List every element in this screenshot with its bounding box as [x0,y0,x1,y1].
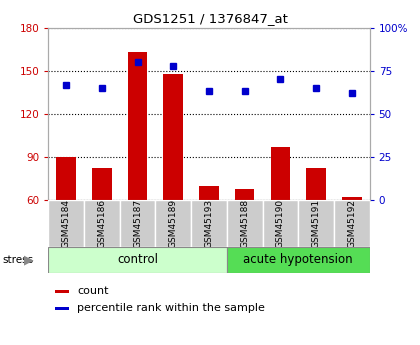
Bar [55,290,69,293]
Bar [199,186,219,200]
Bar [306,168,326,200]
Bar [342,197,362,200]
Bar [120,200,155,247]
Text: GSM45193: GSM45193 [205,199,213,248]
Text: ▶: ▶ [24,253,33,266]
Bar [128,52,147,200]
Text: GSM45191: GSM45191 [312,199,320,248]
Text: GDS1251 / 1376847_at: GDS1251 / 1376847_at [133,12,287,25]
Text: GSM45188: GSM45188 [240,199,249,248]
Bar [298,200,334,247]
Text: GSM45192: GSM45192 [347,199,356,248]
Bar [262,200,298,247]
Bar [227,247,370,273]
Text: GSM45190: GSM45190 [276,199,285,248]
Text: GSM45187: GSM45187 [133,199,142,248]
Bar [270,147,290,200]
Text: count: count [77,286,109,296]
Bar [334,200,370,247]
Text: stress: stress [2,255,33,265]
Bar [48,247,227,273]
Bar [191,200,227,247]
Bar [55,307,69,310]
Bar [56,157,76,200]
Text: percentile rank within the sample: percentile rank within the sample [77,303,265,313]
Text: GSM45186: GSM45186 [97,199,106,248]
Text: control: control [117,253,158,266]
Bar [235,189,255,200]
Bar [155,200,191,247]
Text: acute hypotension: acute hypotension [243,253,353,266]
Bar [48,200,84,247]
Bar [84,200,120,247]
Bar [92,168,112,200]
Bar [227,200,262,247]
Bar [163,73,183,200]
Text: GSM45184: GSM45184 [62,199,71,248]
Text: GSM45189: GSM45189 [169,199,178,248]
